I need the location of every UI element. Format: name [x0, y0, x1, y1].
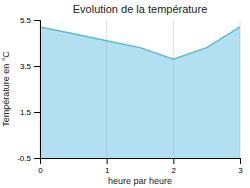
y-tick-mark [34, 112, 40, 113]
x-tick-label: 0 [38, 166, 43, 175]
y-tick: 3.5 [20, 62, 40, 71]
x-tick-label: 1 [105, 166, 110, 175]
x-axis: 0 1 2 3 [38, 158, 243, 175]
grid [40, 20, 240, 158]
x-tick: 1 [105, 158, 110, 175]
x-tick: 0 [38, 158, 43, 175]
x-tick-mark [107, 158, 108, 164]
chart-svg: 0 1 2 3 -0.5 1.5 3.5 5.5 Evolution de la tempéra… [0, 0, 250, 188]
y-tick-mark [34, 66, 40, 67]
y-axis-label: Température en °C [1, 51, 11, 127]
y-tick: 5.5 [20, 16, 40, 25]
line [40, 27, 240, 59]
y-tick: -0.5 [17, 154, 40, 163]
y-tick: 1.5 [20, 108, 40, 117]
y-tick-mark [34, 20, 40, 21]
x-axis-label: heure par heure [108, 176, 172, 186]
chart-container: 0 1 2 3 -0.5 1.5 3.5 5.5 Evolution de la tempéra… [0, 0, 250, 188]
y-tick-label: 3.5 [20, 62, 32, 71]
x-tick: 2 [172, 158, 177, 175]
x-tick-mark [173, 158, 174, 164]
x-tick-mark [240, 158, 241, 164]
x-axis-line [41, 159, 241, 165]
y-axis: -0.5 1.5 3.5 5.5 [17, 16, 40, 163]
x-tick: 3 [238, 158, 243, 175]
y-tick-label: 5.5 [20, 16, 32, 25]
y-axis-line [34, 21, 41, 159]
y-tick-label: 1.5 [20, 108, 32, 117]
x-tick-label: 3 [238, 166, 243, 175]
y-tick-label: -0.5 [17, 154, 31, 163]
x-tick-label: 2 [172, 166, 177, 175]
plot-area [40, 27, 240, 158]
area-fill [40, 27, 240, 158]
title: Evolution de la température [73, 3, 208, 15]
y-tick-mark [34, 158, 40, 159]
